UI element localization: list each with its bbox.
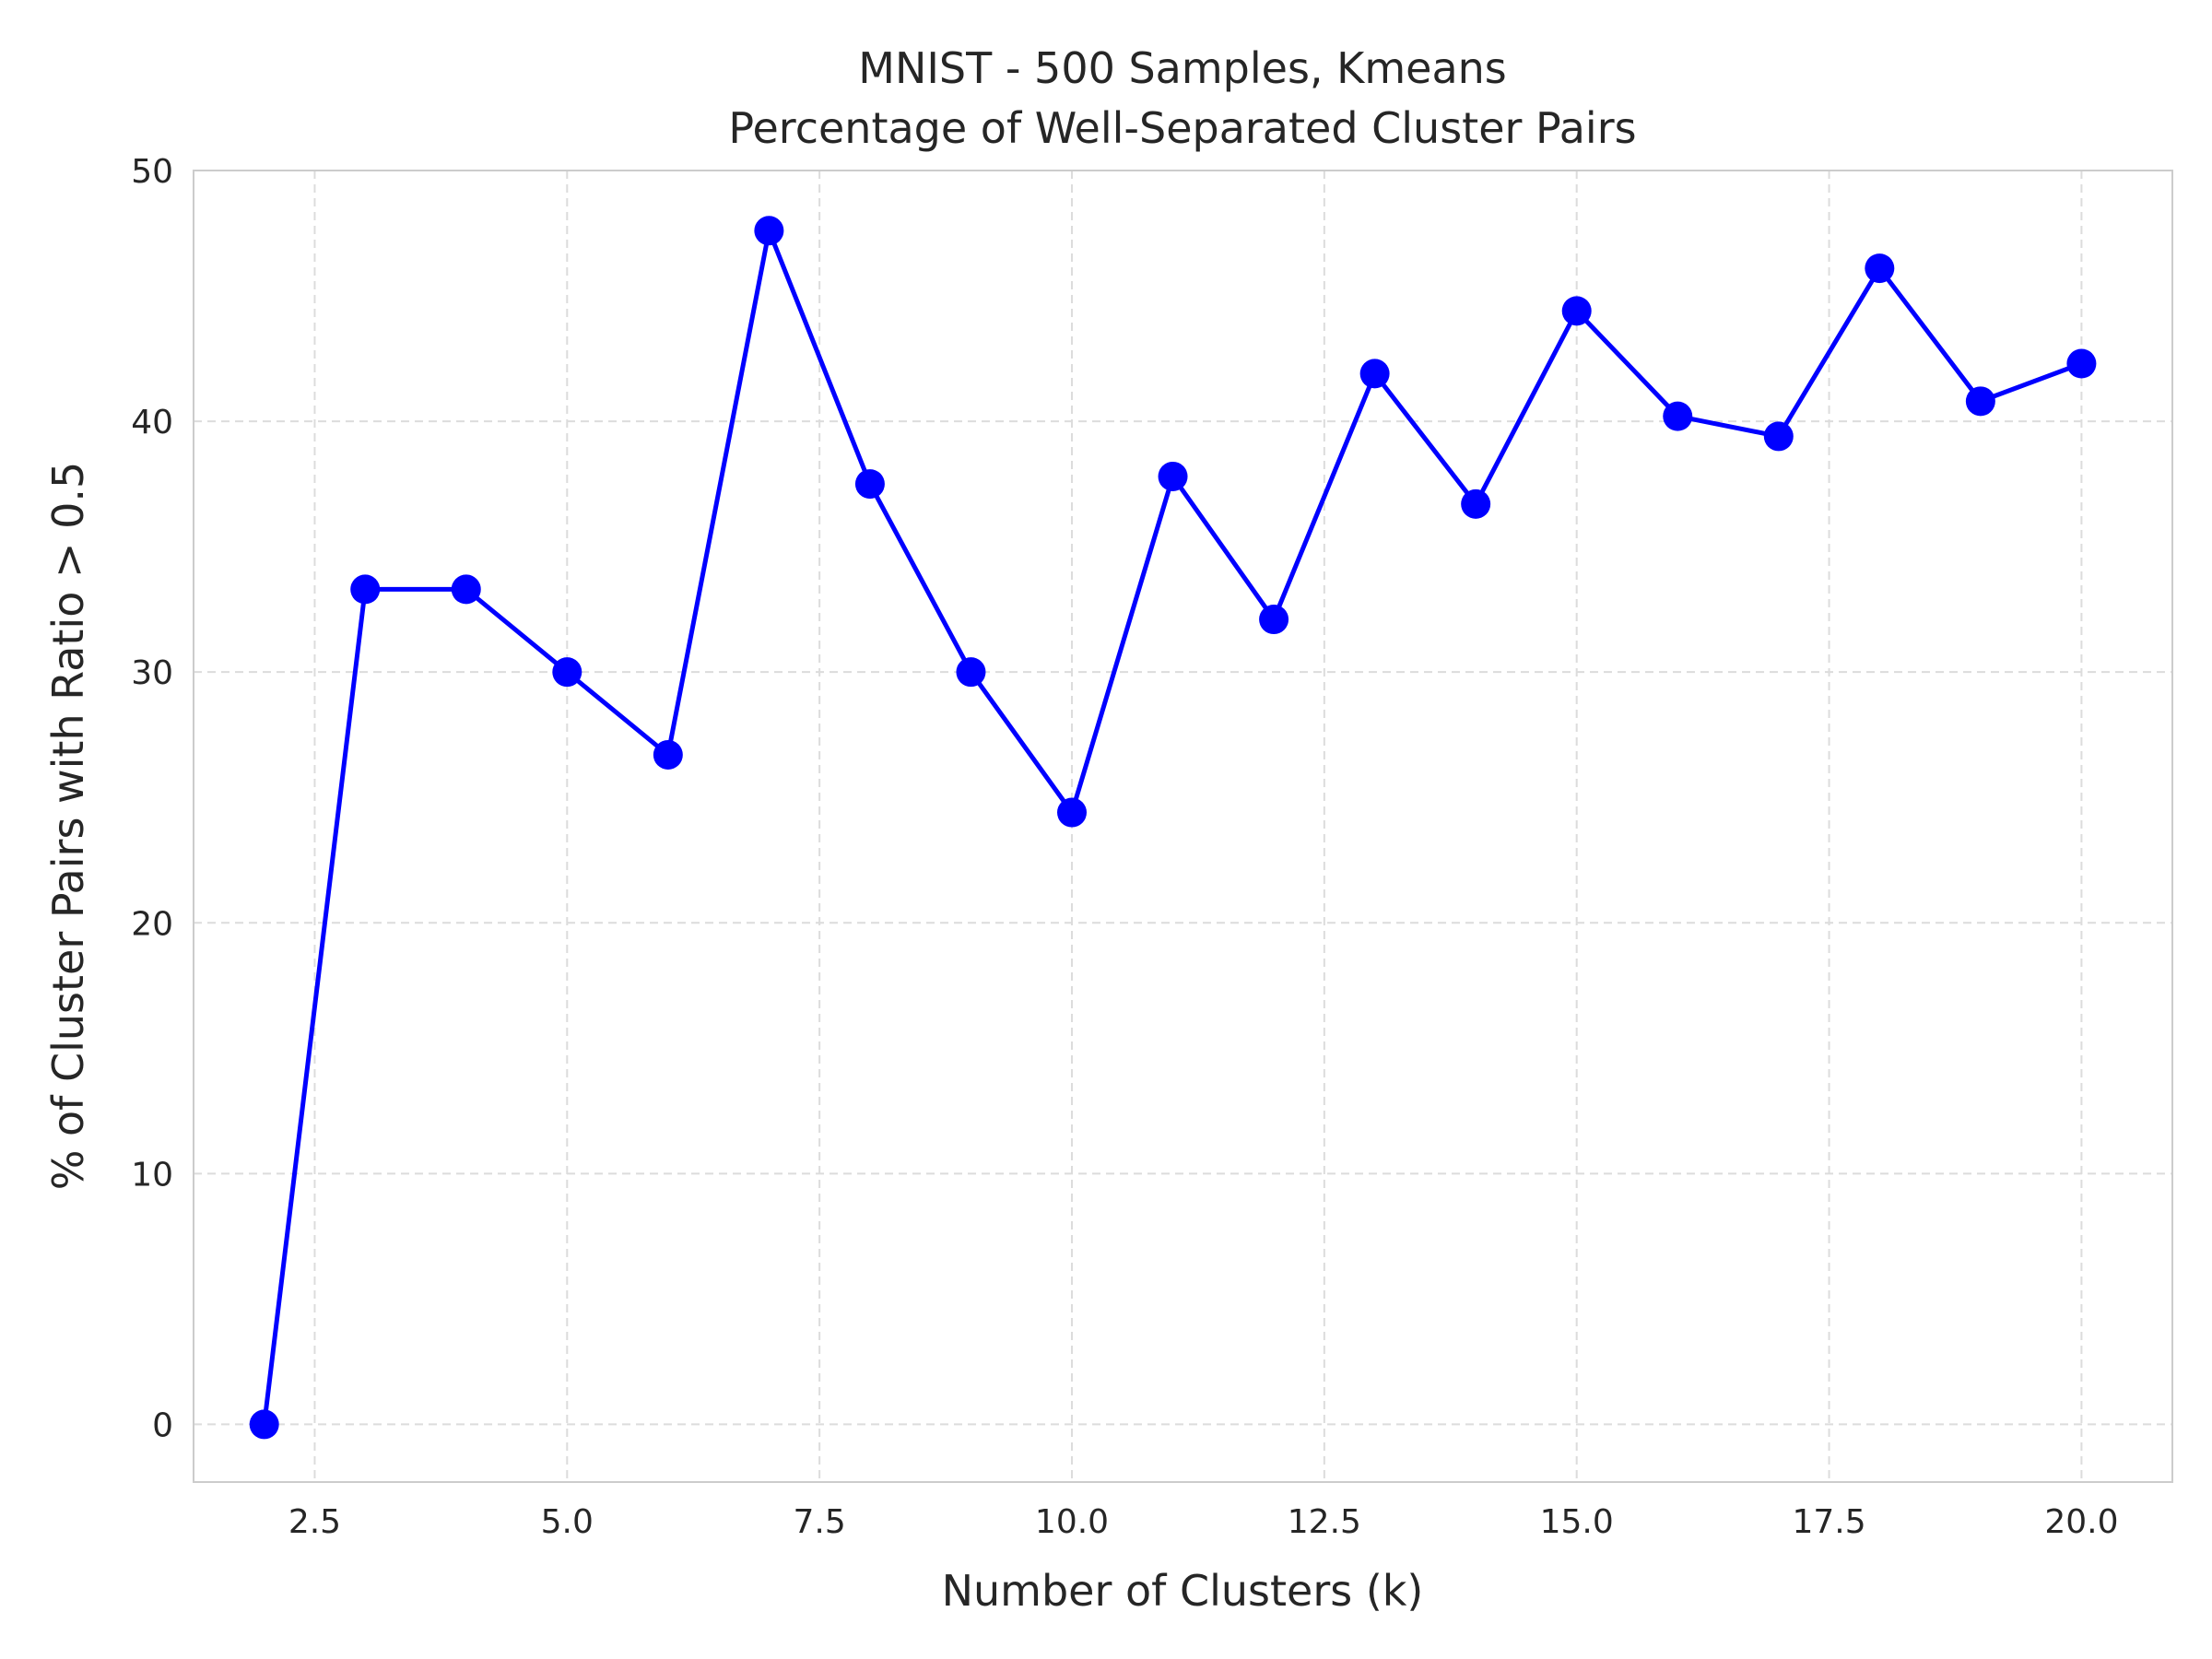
x-tick-label: 7.5	[794, 1503, 846, 1541]
x-tick-label: 17.5	[1792, 1503, 1865, 1541]
data-point	[1461, 488, 1491, 519]
data-point	[854, 469, 885, 500]
data-point	[2066, 348, 2097, 379]
x-tick-labels: 2.5 5.0 7.5 10.0 12.5 15.0 17.5 20.0	[288, 1503, 2119, 1541]
data-point	[1663, 401, 1693, 431]
data-points	[249, 216, 2097, 1440]
data-point	[1158, 461, 1188, 491]
y-tick-label: 0	[152, 1406, 173, 1444]
x-tick-label: 5.0	[541, 1503, 594, 1541]
y-tick-labels: 0 10 20 30 40 50	[131, 153, 173, 1444]
data-point	[1359, 359, 1390, 389]
x-tick-label: 12.5	[1288, 1503, 1361, 1541]
data-point	[451, 574, 481, 605]
data-point	[1965, 386, 1995, 417]
data-point	[1259, 605, 1289, 635]
x-tick-label: 10.0	[1035, 1503, 1109, 1541]
data-point	[249, 1409, 279, 1440]
y-tick-label: 30	[131, 654, 173, 692]
x-axis-label: Number of Clusters (k)	[942, 1566, 1424, 1616]
chart-subtitle: Percentage of Well-Separated Cluster Pai…	[728, 103, 1636, 153]
data-point	[754, 216, 784, 246]
data-point	[1057, 797, 1088, 828]
data-point	[956, 657, 986, 688]
y-tick-label: 50	[131, 153, 173, 191]
x-tick-label: 20.0	[2044, 1503, 2118, 1541]
plot-frame	[193, 170, 2173, 1483]
chart-title: MNIST - 500 Samples, Kmeans	[858, 43, 1507, 93]
data-point	[1865, 253, 1895, 284]
data-point	[1763, 421, 1794, 452]
data-point	[653, 739, 683, 770]
x-tick-label: 2.5	[288, 1503, 341, 1541]
data-point	[1561, 296, 1592, 326]
y-tick-label: 20	[131, 905, 173, 943]
y-tick-label: 10	[131, 1156, 173, 1194]
y-axis-label: % of Cluster Pairs with Ratio > 0.5	[43, 462, 93, 1191]
data-point	[350, 574, 381, 605]
y-tick-label: 40	[131, 404, 173, 441]
x-tick-label: 15.0	[1540, 1503, 1614, 1541]
data-point	[552, 657, 582, 688]
